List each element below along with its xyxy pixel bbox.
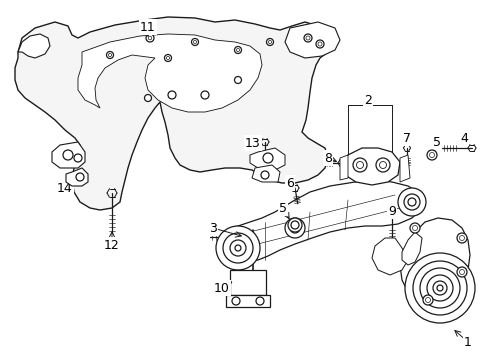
Circle shape bbox=[305, 36, 309, 40]
Circle shape bbox=[409, 223, 419, 233]
Circle shape bbox=[229, 240, 245, 256]
Circle shape bbox=[426, 150, 436, 160]
Text: 1: 1 bbox=[463, 336, 471, 348]
Circle shape bbox=[459, 270, 464, 274]
Polygon shape bbox=[78, 34, 262, 112]
Circle shape bbox=[426, 275, 452, 301]
Text: 5: 5 bbox=[279, 202, 286, 215]
Text: 5: 5 bbox=[432, 135, 440, 149]
Polygon shape bbox=[341, 148, 399, 185]
Polygon shape bbox=[220, 180, 421, 262]
Circle shape bbox=[432, 281, 446, 295]
Text: 12: 12 bbox=[104, 239, 120, 252]
Text: 4: 4 bbox=[459, 131, 467, 144]
Circle shape bbox=[263, 153, 272, 163]
Circle shape bbox=[456, 267, 466, 277]
Circle shape bbox=[164, 54, 171, 62]
Circle shape bbox=[63, 150, 73, 160]
Circle shape bbox=[261, 171, 268, 179]
Circle shape bbox=[256, 297, 264, 305]
Circle shape bbox=[76, 173, 84, 181]
Circle shape bbox=[428, 153, 434, 158]
Polygon shape bbox=[401, 232, 421, 265]
Polygon shape bbox=[399, 155, 409, 182]
Polygon shape bbox=[225, 295, 269, 307]
Circle shape bbox=[144, 94, 151, 102]
Polygon shape bbox=[249, 148, 285, 170]
Text: 3: 3 bbox=[209, 221, 217, 234]
Circle shape bbox=[268, 40, 271, 44]
Circle shape bbox=[146, 34, 154, 42]
Circle shape bbox=[236, 49, 239, 51]
Circle shape bbox=[191, 39, 198, 45]
Text: 14: 14 bbox=[57, 181, 73, 194]
Circle shape bbox=[352, 158, 366, 172]
Circle shape bbox=[425, 297, 429, 302]
Circle shape bbox=[419, 268, 459, 308]
Circle shape bbox=[436, 285, 442, 291]
Circle shape bbox=[403, 194, 419, 210]
Text: 11: 11 bbox=[140, 21, 156, 33]
Polygon shape bbox=[399, 218, 469, 302]
Text: 13: 13 bbox=[244, 136, 260, 149]
Circle shape bbox=[287, 218, 302, 232]
Polygon shape bbox=[66, 168, 88, 186]
Circle shape bbox=[166, 57, 169, 59]
Circle shape bbox=[317, 42, 321, 46]
Circle shape bbox=[459, 235, 464, 240]
Circle shape bbox=[216, 226, 260, 270]
Circle shape bbox=[223, 233, 252, 263]
Polygon shape bbox=[15, 17, 331, 210]
Circle shape bbox=[315, 40, 324, 48]
Circle shape bbox=[108, 53, 111, 57]
Circle shape bbox=[193, 40, 196, 44]
Text: 9: 9 bbox=[387, 204, 395, 217]
Text: 8: 8 bbox=[324, 152, 331, 165]
Polygon shape bbox=[339, 155, 347, 180]
Circle shape bbox=[74, 154, 82, 162]
Polygon shape bbox=[229, 270, 265, 295]
Polygon shape bbox=[371, 238, 407, 275]
Circle shape bbox=[148, 36, 151, 40]
Polygon shape bbox=[18, 34, 50, 58]
Circle shape bbox=[235, 245, 241, 251]
Circle shape bbox=[422, 295, 432, 305]
Circle shape bbox=[201, 91, 208, 99]
Circle shape bbox=[234, 46, 241, 54]
Circle shape bbox=[290, 221, 298, 229]
Text: 6: 6 bbox=[285, 176, 293, 189]
Circle shape bbox=[266, 39, 273, 45]
Circle shape bbox=[375, 158, 389, 172]
Text: 7: 7 bbox=[402, 131, 410, 144]
Text: 10: 10 bbox=[214, 282, 229, 294]
Circle shape bbox=[456, 233, 466, 243]
Circle shape bbox=[234, 77, 241, 84]
Text: 2: 2 bbox=[364, 94, 371, 107]
Circle shape bbox=[168, 91, 176, 99]
Circle shape bbox=[356, 162, 363, 168]
Circle shape bbox=[412, 261, 466, 315]
Circle shape bbox=[379, 162, 386, 168]
Circle shape bbox=[407, 198, 415, 206]
Polygon shape bbox=[285, 22, 339, 58]
Circle shape bbox=[231, 297, 240, 305]
Circle shape bbox=[397, 188, 425, 216]
Circle shape bbox=[285, 218, 305, 238]
Circle shape bbox=[289, 223, 299, 233]
Circle shape bbox=[304, 34, 311, 42]
Circle shape bbox=[412, 225, 417, 230]
Circle shape bbox=[106, 51, 113, 59]
Polygon shape bbox=[52, 142, 85, 168]
Circle shape bbox=[404, 253, 474, 323]
Polygon shape bbox=[251, 165, 280, 182]
